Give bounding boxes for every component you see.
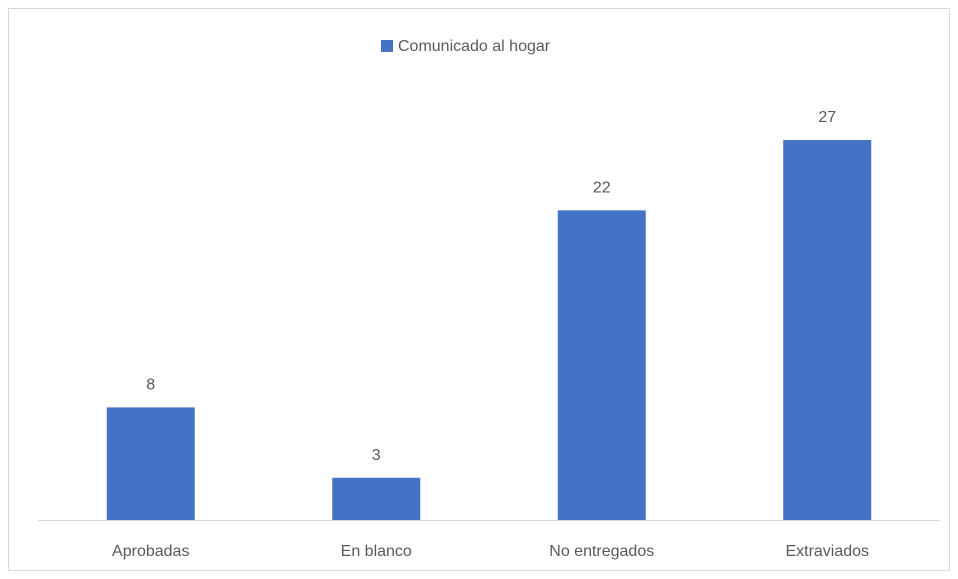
bar: [557, 210, 646, 521]
x-tick-label: No entregados: [549, 543, 654, 560]
data-label: 27: [818, 109, 836, 126]
bar: [783, 140, 872, 520]
x-tick-label: Extraviados: [785, 543, 869, 560]
x-tick-label: En blanco: [341, 543, 412, 560]
data-label: 8: [146, 377, 155, 394]
data-label: 22: [593, 180, 611, 197]
legend-label: Comunicado al hogar: [398, 38, 551, 55]
bar: [332, 477, 421, 520]
legend-swatch: [381, 40, 393, 52]
data-label: 3: [372, 447, 381, 464]
bar: [106, 407, 195, 520]
x-tick-label: Aprobadas: [112, 543, 189, 560]
